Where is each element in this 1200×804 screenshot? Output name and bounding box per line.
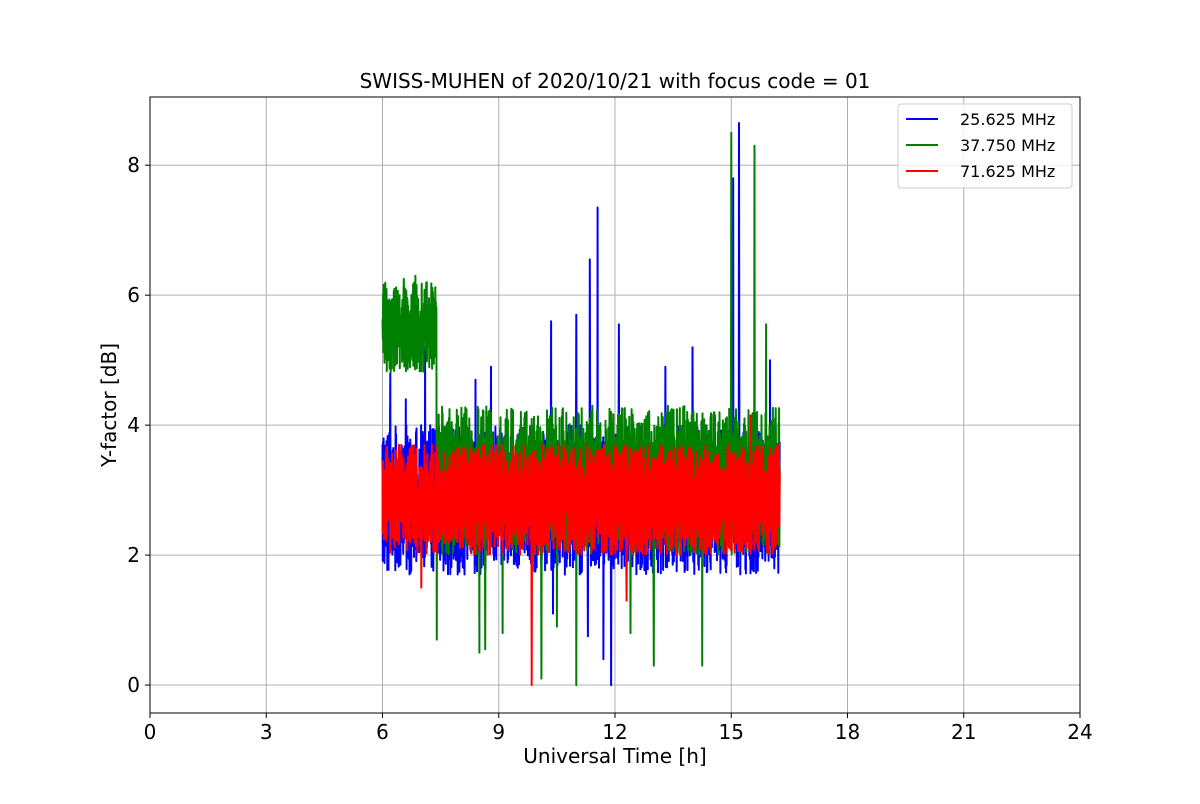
x-tick-label: 9 — [492, 720, 505, 744]
x-tick-label: 0 — [144, 720, 157, 744]
chart-title: SWISS-MUHEN of 2020/10/21 with focus cod… — [360, 69, 871, 93]
series-layer — [381, 122, 781, 687]
y-axis-label: Y-factor [dB] — [97, 343, 121, 468]
legend: 25.625 MHz 37.750 MHz 71.625 MHz — [897, 103, 1073, 189]
x-tick-label: 3 — [260, 720, 273, 744]
series-line — [381, 414, 781, 687]
x-tick-label: 12 — [602, 720, 627, 744]
x-axis-label: Universal Time [h] — [523, 744, 706, 768]
y-tick-label: 6 — [127, 283, 140, 307]
legend-label: 25.625 MHz — [960, 110, 1055, 129]
legend-box — [897, 103, 1073, 189]
x-tick-label: 6 — [376, 720, 389, 744]
y-tick-label: 2 — [127, 543, 140, 567]
y-tick-label: 0 — [127, 673, 140, 697]
x-tick-label: 21 — [951, 720, 976, 744]
x-tick-label: 15 — [719, 720, 744, 744]
legend-label: 37.750 MHz — [960, 136, 1055, 155]
y-tick-label: 8 — [127, 153, 140, 177]
x-tick-label: 24 — [1067, 720, 1092, 744]
y-tick-label: 4 — [127, 413, 140, 437]
legend-label: 71.625 MHz — [960, 162, 1055, 181]
x-tick-label: 18 — [835, 720, 860, 744]
